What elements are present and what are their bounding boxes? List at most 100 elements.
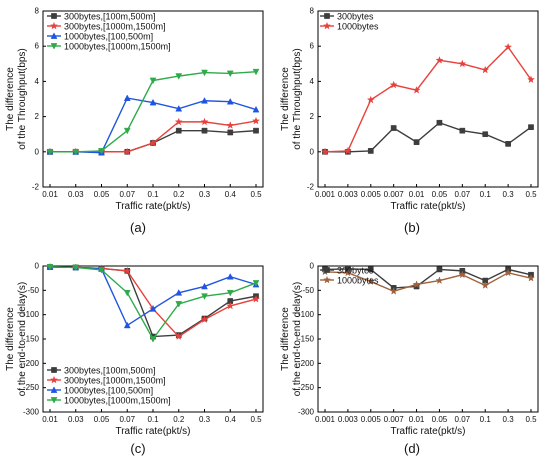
legend-marker xyxy=(49,21,59,30)
series-line-1 xyxy=(324,45,532,153)
legend-label: 1000bytes,[1000m,1500m] xyxy=(64,41,171,51)
data-point xyxy=(98,148,105,155)
x-tick-label: 0.5 xyxy=(250,415,262,424)
data-point xyxy=(226,301,235,310)
data-point xyxy=(227,298,234,304)
data-point xyxy=(412,280,421,288)
x-tick-label: 0.5 xyxy=(250,190,262,199)
series-line-0 xyxy=(324,268,532,289)
data-point xyxy=(436,119,443,126)
legend-label: 1000bytes xyxy=(337,275,379,285)
x-tick-label: 0.05 xyxy=(94,190,110,199)
data-point xyxy=(46,148,54,156)
legend-marker xyxy=(322,21,332,30)
y-tick-label: 6 xyxy=(310,42,315,51)
data-point xyxy=(174,332,183,341)
legend-label: 1000bytes,[1000m,1500m] xyxy=(64,395,171,405)
x-tick-label: 0.1 xyxy=(147,190,159,199)
data-point xyxy=(201,97,208,104)
panel-label: (d) xyxy=(404,441,420,456)
x-tick-label: 0.07 xyxy=(455,415,471,424)
x-tick-label: 0.005 xyxy=(361,190,382,199)
y-tick-label: -100 xyxy=(23,310,40,319)
y-tick-label: 2 xyxy=(35,112,40,121)
data-point xyxy=(227,129,234,136)
data-point xyxy=(123,321,131,329)
legend-marker xyxy=(50,386,58,393)
data-point xyxy=(226,97,234,105)
panel-label: (a) xyxy=(130,220,146,235)
x-tick-label: 0.2 xyxy=(173,190,185,199)
data-point xyxy=(412,85,421,94)
data-point xyxy=(201,282,208,290)
data-point xyxy=(389,287,398,295)
data-point xyxy=(123,127,131,135)
x-tick-label: 0.005 xyxy=(361,415,382,424)
data-point xyxy=(175,127,182,134)
y-tick-label: -100 xyxy=(298,310,315,319)
series-line-0 xyxy=(49,266,257,338)
x-tick-label: 0.01 xyxy=(42,415,58,424)
data-point xyxy=(226,70,234,78)
y-tick-label: 8 xyxy=(35,7,40,16)
x-tick-label: 0.007 xyxy=(384,190,405,199)
legend-marker xyxy=(51,367,57,373)
data-point xyxy=(149,98,157,106)
data-point xyxy=(175,301,183,308)
chart-panel-2: -300 -250 -200 -150 -100 -50 0 0.01 0.03 0.05 0.07… xyxy=(5,262,264,456)
data-point xyxy=(72,148,80,156)
series-line-2 xyxy=(49,266,257,327)
x-tick-label: 0.03 xyxy=(68,190,84,199)
data-point xyxy=(252,68,260,76)
data-point xyxy=(123,266,132,275)
data-point xyxy=(367,148,374,154)
data-point xyxy=(46,264,54,271)
x-tick-label: 0.01 xyxy=(409,415,425,424)
y-tick-label: 4 xyxy=(35,77,40,86)
data-point xyxy=(481,65,490,74)
x-tick-label: 0.05 xyxy=(94,415,110,424)
data-point xyxy=(435,56,444,64)
y-axis-label-line: The difference xyxy=(280,67,291,131)
y-tick-label: 4 xyxy=(310,77,315,86)
x-tick-label: 0.4 xyxy=(225,190,237,199)
legend-marker xyxy=(50,397,58,404)
x-axis-label: Traffic rate(pkt/s) xyxy=(115,201,190,212)
x-tick-label: 0.05 xyxy=(432,415,448,424)
data-point xyxy=(148,138,158,147)
data-point xyxy=(200,315,209,323)
x-tick-label: 0.003 xyxy=(338,415,359,424)
data-point xyxy=(253,127,259,134)
legend-marker xyxy=(324,13,330,19)
y-axis-label: The differenceof the end-to-end delay(s) xyxy=(280,282,303,397)
data-point xyxy=(343,146,352,155)
y-tick-label: -250 xyxy=(298,383,315,392)
data-point xyxy=(504,268,513,277)
y-tick-label: -150 xyxy=(23,335,40,344)
data-point xyxy=(149,305,157,312)
y-axis-label-line: The difference xyxy=(280,307,291,371)
y-tick-label: 6 xyxy=(35,42,40,51)
x-tick-label: 0.01 xyxy=(409,190,425,199)
y-axis-label: The differenceof the Throughput(bps) xyxy=(5,48,28,150)
x-tick-label: 0.07 xyxy=(119,190,135,199)
data-point xyxy=(458,270,467,279)
x-tick-label: 0.001 xyxy=(315,415,336,424)
data-point xyxy=(175,105,183,112)
x-tick-label: 0.1 xyxy=(480,190,492,199)
y-axis-label: The differenceof the end-to-end delay(s) xyxy=(5,282,28,397)
y-tick-label: 0 xyxy=(35,262,40,271)
data-point xyxy=(174,117,183,126)
series-line-3 xyxy=(49,266,257,341)
y-axis-label-line: of the end-to-end delay(s) xyxy=(17,282,28,397)
data-point xyxy=(252,280,260,287)
y-tick-label: -2 xyxy=(32,183,40,192)
legend-label: 300bytes,[1000m,1500m] xyxy=(64,21,166,31)
x-tick-label: 0.001 xyxy=(315,190,336,199)
x-tick-label: 0.4 xyxy=(225,415,237,424)
legend-label: 300bytes xyxy=(337,265,374,275)
